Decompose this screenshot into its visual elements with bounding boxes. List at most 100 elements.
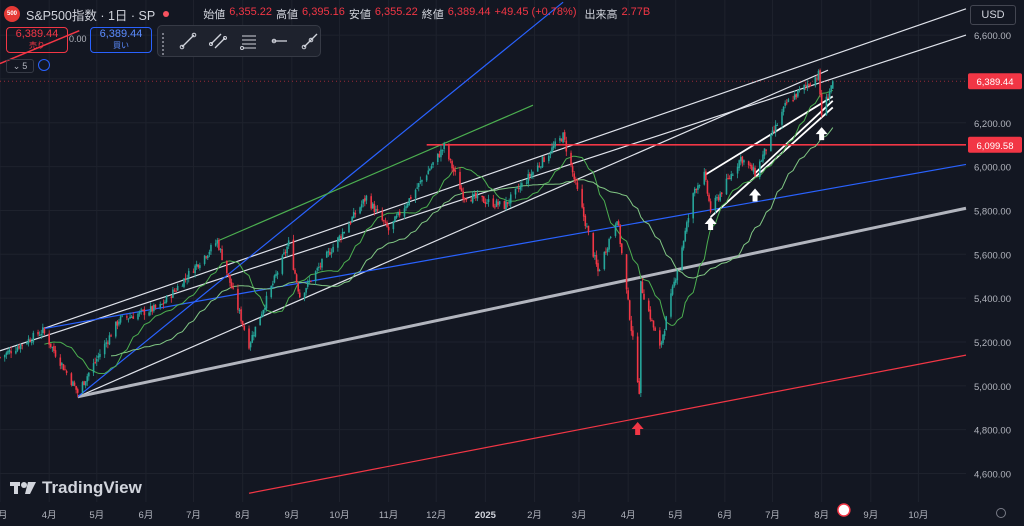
candle-body <box>438 154 441 158</box>
candle <box>375 205 377 213</box>
candle <box>495 198 498 208</box>
candle-body <box>795 93 798 98</box>
candle <box>448 143 450 162</box>
candle <box>827 93 829 100</box>
candle <box>218 238 220 251</box>
volume-value: 2.77B <box>621 6 651 18</box>
time-tick-label: 3月 <box>0 510 7 521</box>
candle-body <box>151 306 154 312</box>
candle <box>594 252 596 260</box>
candle <box>214 239 217 247</box>
currency-selector[interactable]: USD <box>970 5 1016 25</box>
candle <box>441 149 444 156</box>
candle <box>116 320 119 330</box>
candle <box>310 280 312 283</box>
candle-body <box>697 185 699 190</box>
candle-body <box>429 169 431 171</box>
candle-body <box>440 149 442 158</box>
candle <box>527 169 530 188</box>
candle-body <box>149 306 152 313</box>
candle <box>148 310 150 317</box>
candle-body <box>259 317 261 326</box>
candle-body <box>565 140 568 152</box>
candle <box>417 182 420 192</box>
candle-body <box>573 173 576 180</box>
candle <box>627 287 629 301</box>
time-tick-label: 5月 <box>89 510 104 521</box>
candle <box>359 206 361 215</box>
parallel-channel-icon[interactable] <box>208 30 228 52</box>
candle <box>649 306 652 322</box>
candle <box>330 248 333 258</box>
candle <box>392 220 395 234</box>
horizontal-ray-icon[interactable] <box>269 30 289 52</box>
sp500-logo-icon: 500 <box>4 6 20 22</box>
last-price-tag: 6,389.44 <box>977 77 1014 88</box>
candle <box>421 179 423 186</box>
candle <box>540 165 542 170</box>
candle-body <box>53 346 55 351</box>
candle-body <box>503 200 506 210</box>
candle-body <box>287 240 290 247</box>
candle-body <box>754 167 756 177</box>
candle-body <box>587 225 590 233</box>
candle-body <box>736 166 739 174</box>
candle <box>284 249 287 257</box>
candle-body <box>384 221 387 223</box>
time-tick-label: 7月 <box>765 510 780 521</box>
candle-body <box>665 316 668 331</box>
low-value: 6,355.22 <box>374 6 418 18</box>
candle-body <box>75 385 77 390</box>
candle-body <box>332 246 334 253</box>
candle <box>452 164 455 176</box>
candle-body <box>381 211 384 221</box>
ray-line-icon[interactable] <box>300 30 320 52</box>
trend-line-icon[interactable] <box>178 30 198 52</box>
candle-body <box>706 180 709 194</box>
globe-icon[interactable] <box>38 59 50 71</box>
time-axis: 3月 4月 5月 6月 7月 8月 9月 10月 11月 12月 2025 2月 3月 4月 5月 6月 7月 8… <box>0 503 928 521</box>
price-tick-label: 5,400.00 <box>974 294 1011 305</box>
candle <box>497 199 499 210</box>
candle-body <box>682 240 685 249</box>
candle <box>286 242 288 257</box>
candle <box>709 198 712 214</box>
candle-body <box>448 144 450 160</box>
candle <box>153 303 155 313</box>
candle-body <box>419 180 422 183</box>
candle <box>708 192 710 203</box>
trend-blue-1 <box>77 1 564 398</box>
candle-body <box>647 300 650 311</box>
time-tick-label: 11月 <box>379 510 398 521</box>
candle-body <box>819 70 821 95</box>
candle <box>673 277 675 289</box>
candle-body <box>719 193 721 201</box>
buy-button[interactable]: 6,389.44 買い <box>90 27 152 53</box>
candle <box>498 200 501 207</box>
candle-body <box>314 271 317 282</box>
candle <box>21 344 24 350</box>
candle <box>30 338 33 346</box>
candle <box>194 264 196 278</box>
candle-body <box>27 338 30 344</box>
candle-body <box>473 193 476 195</box>
candle <box>592 232 595 258</box>
settings-icon[interactable] <box>996 508 1006 518</box>
candle-body <box>251 334 254 343</box>
candle-body <box>632 330 634 337</box>
candle-body <box>284 252 287 254</box>
fib-retracement-icon[interactable] <box>239 30 259 52</box>
indicators-toggle[interactable]: ⌄ 5 <box>6 59 34 73</box>
candle <box>765 149 767 155</box>
candle-body <box>459 171 461 190</box>
candle <box>387 224 390 235</box>
candle-body <box>316 268 319 271</box>
candle-body <box>620 243 623 254</box>
drag-handle-icon[interactable] <box>162 33 168 55</box>
sell-button[interactable]: 6,389.44 売り <box>6 27 68 53</box>
candle-body <box>143 309 146 316</box>
symbol-title[interactable]: S&P500指数 · 1日 · SP <box>26 8 156 23</box>
candle-body <box>831 81 834 89</box>
candle-body <box>720 192 723 195</box>
